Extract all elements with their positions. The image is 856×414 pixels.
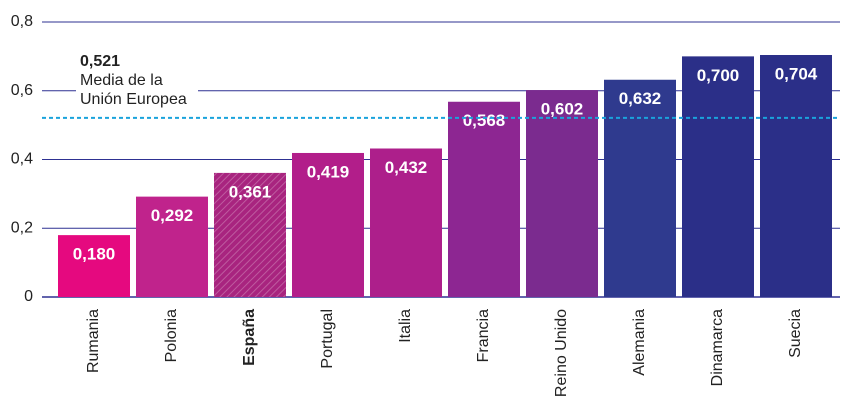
bar	[604, 79, 676, 297]
bar-hatch	[214, 172, 286, 297]
value-label: 0,292	[151, 206, 194, 225]
y-tick-label: 0,6	[11, 82, 33, 99]
value-label: 0,432	[385, 158, 428, 177]
x-tick-label: Francia	[475, 309, 492, 362]
x-tick-label: Polonia	[163, 309, 180, 362]
value-label: 0,568	[463, 111, 506, 130]
value-label: 0,419	[307, 162, 350, 181]
bar	[58, 235, 130, 297]
x-tick-label: Dinamarca	[709, 309, 726, 386]
bar	[760, 55, 832, 297]
bar	[448, 101, 520, 297]
bar	[136, 196, 208, 297]
value-label: 0,700	[697, 66, 740, 85]
reference-text: Unión Europea	[80, 91, 187, 108]
x-tick-label: Portugal	[319, 309, 336, 369]
reference-text: Media de la	[80, 72, 163, 89]
value-label: 0,361	[229, 182, 272, 201]
x-tick-label: Italia	[397, 309, 414, 343]
value-label: 0,602	[541, 100, 584, 119]
y-tick-label: 0,8	[11, 13, 33, 30]
bar	[526, 90, 598, 297]
x-tick-label: Rumania	[85, 309, 102, 373]
bar	[370, 148, 442, 297]
y-tick-label: 0	[24, 288, 33, 305]
annotation-bg	[76, 52, 198, 110]
x-tick-label: Alemania	[631, 309, 648, 376]
bar	[682, 56, 754, 297]
bar	[292, 152, 364, 297]
reference-value: 0,521	[80, 53, 120, 70]
y-tick-label: 0,2	[11, 219, 33, 236]
x-tick-label: España	[241, 309, 258, 366]
value-label: 0,704	[775, 64, 818, 83]
y-tick-label: 0,4	[11, 151, 33, 168]
x-tick-label: Reino Unido	[553, 309, 570, 397]
x-tick-label: Suecia	[787, 309, 804, 358]
value-label: 0,632	[619, 89, 662, 108]
value-label: 0,180	[73, 245, 116, 264]
